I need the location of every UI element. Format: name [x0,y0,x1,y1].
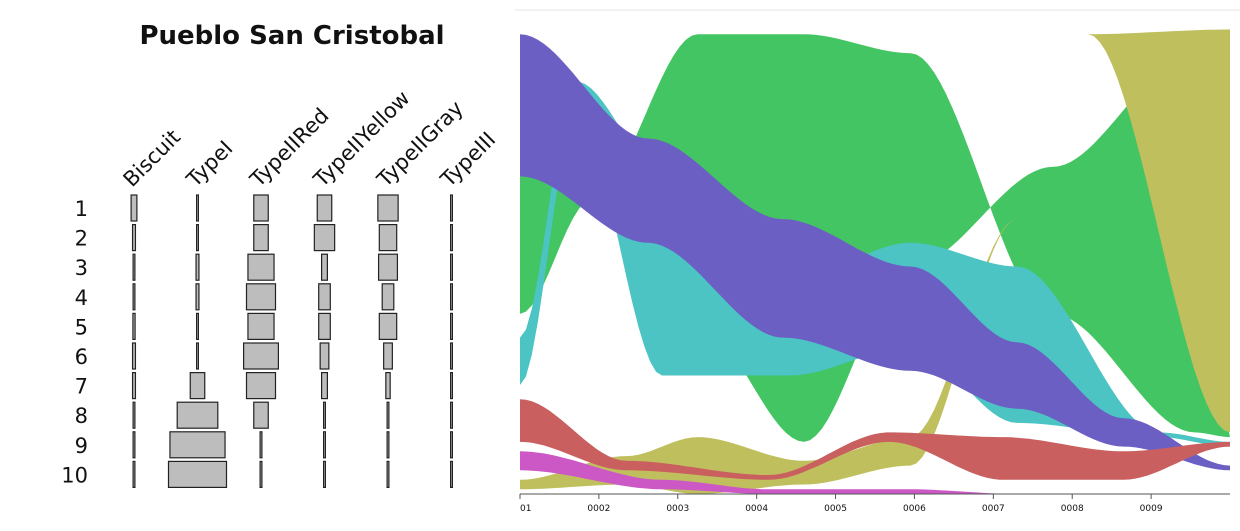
row-label: 8 [75,404,88,428]
x-tick-label: 0005 [824,504,847,514]
battleship-bar [318,283,331,311]
battleship-bar [323,431,327,459]
row-label: 2 [75,227,88,251]
battleship-bar [196,342,200,370]
column-label: Biscuit [119,125,186,192]
battleship-bar [253,194,269,222]
stream-layer [520,34,1230,442]
stream-layer [520,399,1230,480]
battleship-bar [259,460,263,488]
battleship-bar [377,194,399,222]
column-label: TypeIII [435,127,500,192]
battleship-bar [195,253,200,281]
battleship-bar [450,431,454,459]
battleship-bar [259,431,263,459]
battleship-bar [377,253,399,281]
row-label: 10 [61,463,88,487]
battleship-bar [245,372,277,400]
battleship-bar [378,224,398,252]
battleship-bar [385,372,391,400]
x-tick-label: 0003 [666,504,689,514]
battleship-bar [450,312,454,340]
battleship-bar [253,224,269,252]
battleship-bar [323,460,327,488]
row-label: 9 [75,434,88,458]
row-label: 7 [75,375,88,399]
stream-chart: 01 0002 0003 0004 0005 0006 0007 0008 0009 [515,9,1240,514]
x-tick-label: 0002 [587,504,610,514]
battleship-bar [318,312,331,340]
battleship-bar [450,283,454,311]
stream-layer [520,29,1230,494]
battleship-bar [450,372,454,400]
battleship-bar [169,431,226,459]
battleship-bar [450,460,454,488]
battleship-bar [132,283,136,311]
battleship-bar [323,401,327,429]
battleship-bar [386,431,390,459]
battleship-bar [131,224,137,252]
battleship-bar [132,431,136,459]
x-tick-label: 0004 [745,504,768,514]
battleship-bar [196,224,200,252]
row-label: 6 [75,345,88,369]
battleship-bar [253,401,269,429]
battleship-bar [132,253,136,281]
row-label: 4 [75,286,88,310]
battleship-bar [450,253,454,281]
battleship-chart-panel: Pueblo San Cristobal Biscuit TypeI TypeIIR… [0,0,510,527]
x-tick-label: 0006 [903,504,926,514]
battleship-bar [245,283,277,311]
battleship-bar [131,372,137,400]
battleship-bar [381,283,395,311]
battleship-bar [450,224,454,252]
battleship-bar [321,253,329,281]
stream-chart-panel: 01 0002 0003 0004 0005 0006 0007 0008 0009 [515,0,1240,527]
battleship-bar [130,194,138,222]
battleship-bar [247,253,275,281]
battleship-bar [319,342,330,370]
stream-layer [520,451,1230,494]
battleship-bar [167,460,228,488]
battleship-bar [243,342,280,370]
chart-title: Pueblo San Cristobal [139,21,444,51]
battleship-bar [316,194,333,222]
battleship-bar [247,312,275,340]
column-label: TypeI [181,136,237,192]
battleship-bar [132,401,136,429]
battleship-bar [313,224,336,252]
battleship-bar [386,401,390,429]
battleship-bar [195,283,200,311]
x-tick-label: 01 [520,504,531,514]
battleship-bar [132,312,136,340]
battleship-bar [450,401,454,429]
x-tick-label: 0008 [1061,504,1084,514]
battleship-bar [132,460,136,488]
battleship-bar [131,342,137,370]
battleship-bar [378,312,398,340]
battleship-bar [383,342,393,370]
battleship-bar [386,460,390,488]
battleship-bar [450,342,454,370]
x-tick-label: 0007 [982,504,1005,514]
row-label: 5 [75,315,88,339]
row-label: 3 [75,256,88,280]
battleship-bar [176,401,219,429]
battleship-bar [196,312,200,340]
battleship-bar [196,194,200,222]
battleship-bar [189,372,206,400]
x-tick-label: 0009 [1140,504,1163,514]
row-label: 1 [75,197,88,221]
battleship-bar [450,194,454,222]
battleship-bar [321,372,329,400]
